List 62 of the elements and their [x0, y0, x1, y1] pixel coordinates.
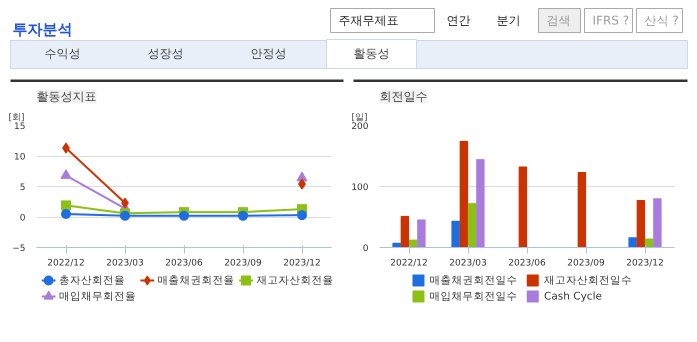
y-tick-label: 10 — [14, 152, 26, 162]
chart-title: 회전일수 — [380, 90, 428, 104]
text: 주재무제표 — [338, 14, 398, 28]
legend-label: 매입채무회전율 — [59, 290, 136, 302]
x-tick-label: 2022/12 — [47, 258, 85, 268]
bar — [476, 159, 485, 248]
legend-label: 재고자산회전일수 — [544, 274, 632, 286]
y-tick-label: 0 — [362, 244, 369, 254]
x-tick-label: 2023/09 — [224, 258, 262, 268]
point — [296, 172, 308, 182]
text: 연간 — [446, 14, 470, 28]
y-tick-label: 200 — [351, 122, 369, 132]
point — [179, 210, 189, 221]
point — [238, 210, 248, 221]
bar — [392, 242, 401, 248]
y-tick-label: 15 — [14, 122, 26, 132]
x-tick-label: 2023/12 — [626, 258, 664, 268]
text: 안정성 — [250, 46, 286, 60]
y-tick-label: −5 — [12, 244, 26, 254]
bar — [468, 203, 476, 248]
text: 수익성 — [44, 46, 80, 60]
legend-label: Cash Cycle — [544, 290, 602, 302]
legend-label: 매출채권회전일수 — [430, 274, 518, 286]
x-tick-label: 2023/03 — [449, 258, 487, 268]
bar — [451, 220, 460, 248]
text: 투자분석 — [12, 20, 72, 38]
x-tick-label: 2022/12 — [390, 258, 428, 268]
chart-title: 활동성지표 — [36, 90, 96, 104]
x-tick-label: 2023/03 — [106, 258, 144, 268]
text: 산식 ? — [644, 14, 679, 28]
text: 검색 — [546, 14, 570, 28]
bar — [628, 237, 637, 248]
bar — [408, 240, 418, 248]
x-tick-label: 2023/06 — [508, 258, 546, 268]
bar — [578, 172, 586, 248]
bar — [653, 198, 662, 248]
y-tick-label: 5 — [20, 183, 26, 193]
text: IFRS ? — [592, 14, 630, 28]
point — [120, 210, 130, 221]
y-axis-title: [일] — [352, 113, 368, 123]
point — [60, 169, 72, 179]
x-tick-label: 2023/12 — [283, 258, 321, 268]
text: 성장성 — [148, 46, 184, 60]
y-axis-title: [회] — [8, 113, 25, 123]
bar — [400, 216, 410, 248]
legend-label: 총자산회전율 — [59, 274, 126, 286]
legend-label: 재고자산회전율 — [256, 274, 334, 286]
legend-label: 매출채권회전율 — [158, 274, 235, 286]
point — [297, 210, 307, 220]
bar — [460, 140, 468, 248]
legend-label: 매입채무회전일수 — [430, 290, 518, 302]
text: 분기 — [496, 14, 520, 28]
bar — [417, 220, 426, 248]
x-tick-label: 2023/06 — [165, 258, 203, 268]
point — [61, 208, 71, 219]
point — [61, 200, 71, 210]
y-tick-label: 100 — [351, 183, 369, 193]
x-tick-label: 2023/09 — [567, 258, 605, 268]
text: 활동성 — [354, 46, 390, 60]
y-tick-label: 0 — [20, 214, 26, 224]
bar — [518, 166, 528, 248]
bar — [636, 200, 646, 248]
